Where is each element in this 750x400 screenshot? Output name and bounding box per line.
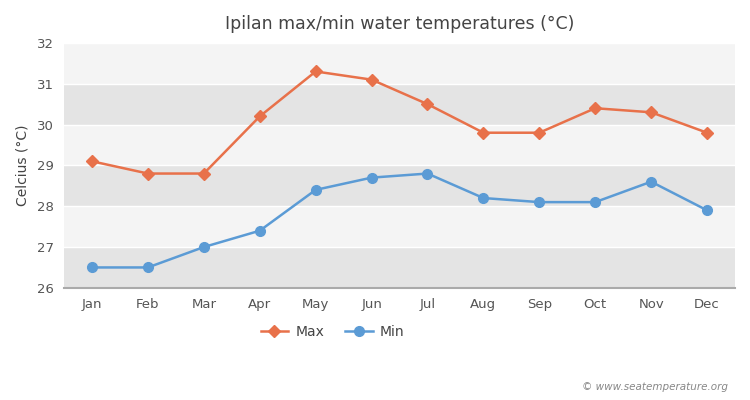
- Min: [367, 175, 376, 180]
- Min: [311, 188, 320, 192]
- Max: [200, 171, 208, 176]
- Max: [255, 114, 264, 119]
- Max: [703, 130, 712, 135]
- Bar: [64, 165, 735, 206]
- Text: © www.seatemperature.org: © www.seatemperature.org: [581, 382, 728, 392]
- Min: [88, 265, 97, 270]
- Min: [255, 228, 264, 233]
- Min: [423, 171, 432, 176]
- Max: [591, 106, 600, 111]
- Max: [646, 110, 656, 115]
- Bar: [64, 206, 735, 247]
- Bar: [64, 124, 735, 165]
- Min: [646, 179, 656, 184]
- Max: [367, 77, 376, 82]
- Line: Max: Max: [88, 67, 711, 178]
- Min: [200, 245, 208, 250]
- Bar: [64, 43, 735, 84]
- Min: [535, 200, 544, 204]
- Title: Ipilan max/min water temperatures (°C): Ipilan max/min water temperatures (°C): [225, 15, 574, 33]
- Min: [479, 196, 488, 200]
- Y-axis label: Celcius (°C): Celcius (°C): [15, 125, 29, 206]
- Min: [703, 208, 712, 213]
- Bar: [64, 84, 735, 124]
- Max: [88, 159, 97, 164]
- Legend: Max, Min: Max, Min: [255, 320, 410, 345]
- Min: [143, 265, 152, 270]
- Max: [423, 102, 432, 106]
- Max: [143, 171, 152, 176]
- Max: [535, 130, 544, 135]
- Line: Min: Min: [87, 169, 712, 272]
- Min: [591, 200, 600, 204]
- Bar: [64, 247, 735, 288]
- Max: [479, 130, 488, 135]
- Max: [311, 69, 320, 74]
